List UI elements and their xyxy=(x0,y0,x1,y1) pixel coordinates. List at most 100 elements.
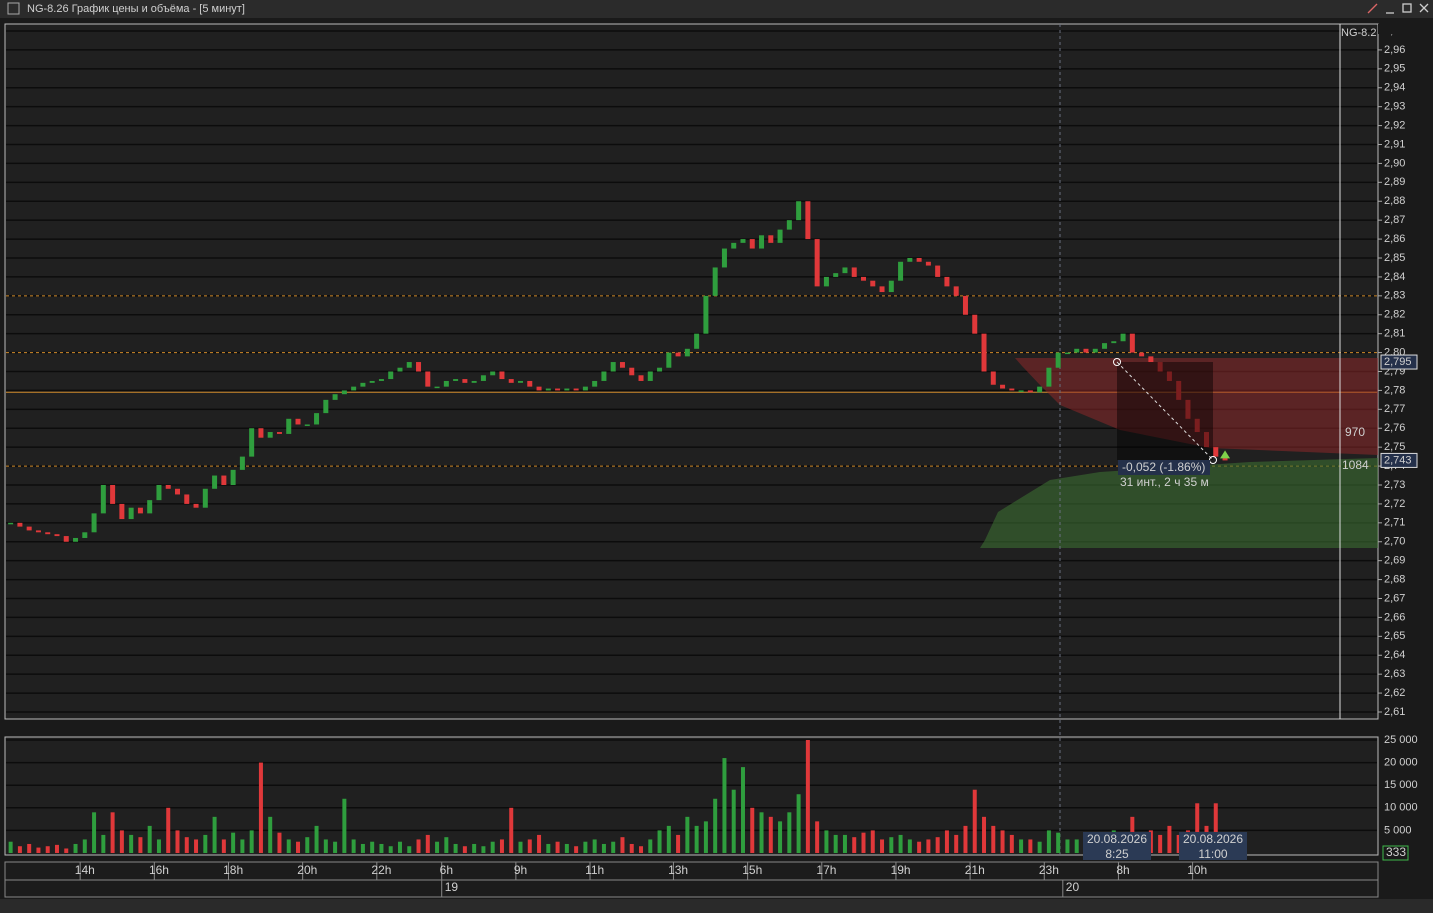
x-tick-label: 20h xyxy=(297,863,317,877)
measure-span: 31 инт., 2 ч 35 м xyxy=(1120,475,1209,489)
price-marker-label: 2,743 xyxy=(1384,454,1412,466)
volume-bar xyxy=(268,816,273,854)
maximize-button[interactable] xyxy=(1402,3,1412,13)
x-tick-label: 16h xyxy=(149,863,169,877)
volume-bar xyxy=(64,848,69,854)
volume-bar xyxy=(972,789,977,854)
candle xyxy=(221,475,227,486)
crosshair-time-1: 20.08.2026 8:25 xyxy=(1083,832,1151,861)
candle xyxy=(82,532,88,538)
volume-bar xyxy=(184,837,189,854)
candle xyxy=(1129,333,1135,353)
volume-bar xyxy=(1195,803,1200,854)
candle xyxy=(1120,333,1126,342)
y-tick-label: 2,81 xyxy=(1384,328,1405,340)
y-tick-label: 2,62 xyxy=(1384,687,1405,699)
candle xyxy=(619,362,625,368)
volume-bar xyxy=(54,844,59,854)
volume-bar xyxy=(296,841,301,854)
volume-bar xyxy=(564,843,569,854)
close-button[interactable] xyxy=(1419,3,1429,13)
candle xyxy=(267,432,273,438)
volume-bar xyxy=(1046,830,1051,854)
volume-bar xyxy=(750,807,755,854)
volume-bar xyxy=(305,837,310,854)
candle xyxy=(786,220,792,230)
candle xyxy=(249,428,255,457)
volume-bar xyxy=(166,807,171,854)
y-tick-label: 2,83 xyxy=(1384,290,1405,302)
volume-bar xyxy=(342,798,347,854)
candle xyxy=(1213,447,1219,457)
volume-bar xyxy=(713,798,718,854)
candle xyxy=(953,286,959,296)
x-tick-label: 8h xyxy=(1116,863,1129,877)
last-volume: 333 xyxy=(1386,845,1406,859)
profile-sell xyxy=(1015,358,1378,455)
date-label: 20 xyxy=(1066,880,1080,894)
volume-bar xyxy=(870,830,875,854)
title-bar xyxy=(0,0,1433,18)
candle xyxy=(1102,343,1108,349)
volume-bar xyxy=(889,837,894,854)
window-controls[interactable] xyxy=(1367,3,1429,14)
volume-bar xyxy=(833,834,838,854)
candle xyxy=(1166,371,1172,381)
volume-bar xyxy=(685,816,690,854)
candle xyxy=(675,352,681,357)
volume-bar xyxy=(1009,834,1014,854)
volume-bar xyxy=(963,825,968,854)
volume-bar xyxy=(759,812,764,854)
volume-bar xyxy=(601,843,606,854)
candle xyxy=(1157,362,1163,372)
y-tick-label: 2,75 xyxy=(1384,441,1405,453)
crosshair-time: 8:25 xyxy=(1105,847,1129,861)
date-axis xyxy=(4,879,1379,898)
volume-bar xyxy=(175,830,180,854)
y-tick-label: 2,73 xyxy=(1384,479,1405,491)
candle xyxy=(657,367,663,372)
volume-bar xyxy=(27,843,32,854)
y-tick-label: 2,69 xyxy=(1384,555,1405,567)
y-tick-label: 2,65 xyxy=(1384,630,1405,642)
volume-bar xyxy=(991,825,996,854)
candle xyxy=(110,485,116,504)
profile-sell-label: 970 xyxy=(1345,425,1365,439)
volume-bar xyxy=(824,830,829,854)
volume-panel xyxy=(4,736,1379,856)
volume-bar xyxy=(722,758,727,854)
candle xyxy=(1111,341,1117,344)
candle xyxy=(1064,352,1070,355)
candle xyxy=(1092,348,1098,353)
volume-bar xyxy=(1019,839,1024,854)
candle xyxy=(91,513,97,533)
candle xyxy=(323,399,329,414)
volume-bar xyxy=(138,837,143,854)
y-tick-label: 2,76 xyxy=(1384,422,1405,434)
candle xyxy=(1046,367,1052,387)
pencil-button[interactable] xyxy=(1367,3,1378,14)
volume-bar xyxy=(666,825,671,854)
volume-bar xyxy=(944,830,949,854)
volume-bar xyxy=(129,834,134,854)
volume-bar xyxy=(407,846,412,854)
price-marker-box xyxy=(1380,452,1418,468)
candle xyxy=(156,485,162,501)
y-tick-label: 2,94 xyxy=(1384,82,1405,94)
y-tick-label: 2,66 xyxy=(1384,611,1405,623)
candle xyxy=(842,267,848,274)
y-tick-label: 2,86 xyxy=(1384,233,1405,245)
x-tick-label: 11h xyxy=(585,863,604,877)
candle xyxy=(202,488,208,508)
window-icon xyxy=(7,2,20,15)
candle xyxy=(425,371,431,387)
candle xyxy=(759,235,765,249)
candle xyxy=(888,280,894,293)
candle xyxy=(351,386,357,391)
candle xyxy=(314,413,320,425)
measure-line xyxy=(1116,361,1214,461)
volume-bar xyxy=(537,834,542,854)
candle xyxy=(879,286,885,293)
candle xyxy=(1027,390,1033,393)
volume-bar xyxy=(323,839,328,854)
